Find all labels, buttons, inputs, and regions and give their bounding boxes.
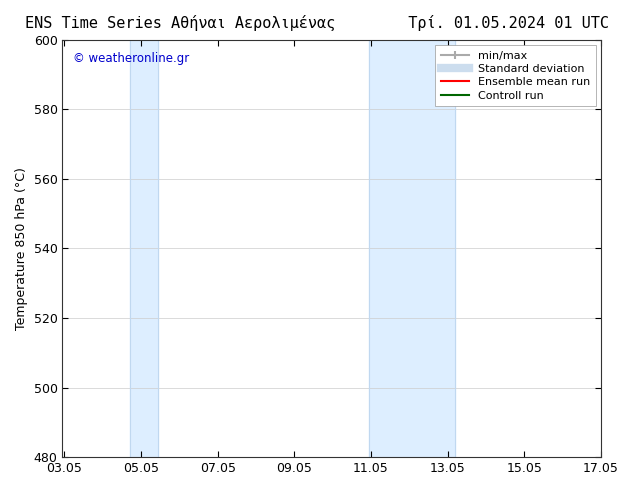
Text: ENS Time Series Αθήναι Αερολιμένας        Τρί. 01.05.2024 01 UTC: ENS Time Series Αθήναι Αερολιμένας Τρί. … <box>25 15 609 31</box>
Bar <box>129 40 158 457</box>
Bar <box>369 40 455 457</box>
Legend: min/max, Standard deviation, Ensemble mean run, Controll run: min/max, Standard deviation, Ensemble me… <box>436 45 595 106</box>
Text: © weatheronline.gr: © weatheronline.gr <box>73 52 190 65</box>
Y-axis label: Temperature 850 hPa (°C): Temperature 850 hPa (°C) <box>15 167 28 330</box>
